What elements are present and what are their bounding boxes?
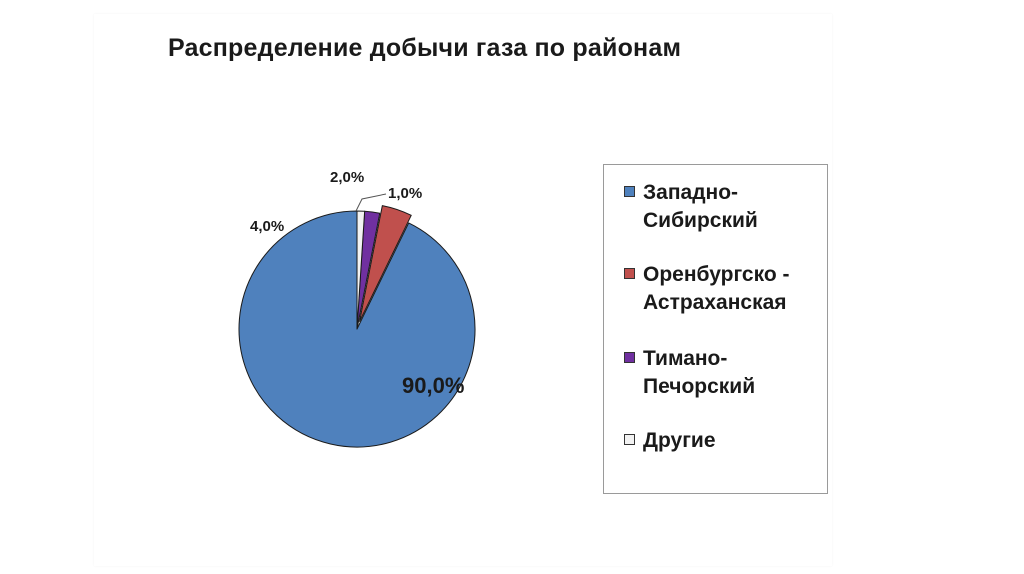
- legend-label: Западно-Сибирский: [643, 181, 758, 232]
- legend-item-timano-pechorsky: Тимано-Печорский: [624, 345, 783, 401]
- legend-label: Тимано-Печорский: [643, 347, 756, 398]
- legend-item-zapadno-sibirsky: Западно-Сибирский: [624, 179, 783, 235]
- legend-item-drugie: Другие: [624, 427, 823, 455]
- chart-legend: Западно-Сибирский Оренбургско - Астрахан…: [603, 164, 828, 494]
- legend-swatch: [624, 186, 635, 197]
- legend-label: Другие: [643, 429, 716, 452]
- pie-slice: [359, 205, 412, 322]
- data-label: 2,0%: [330, 169, 364, 186]
- legend-swatch: [624, 352, 635, 363]
- pie-slice: [356, 210, 366, 330]
- data-label: 90,0%: [402, 373, 464, 398]
- legend-swatch: [624, 268, 635, 279]
- legend-label: Оренбургско - Астраханская: [643, 263, 790, 314]
- chart-title: Распределение добычи газа по районам: [168, 34, 682, 62]
- data-label: 4,0%: [250, 218, 284, 235]
- data-label: 1,0%: [388, 185, 422, 202]
- legend-swatch: [624, 434, 635, 445]
- leader-line: [355, 193, 387, 212]
- legend-item-orenburgsko-astrakhanskaya: Оренбургско - Астраханская: [624, 261, 819, 317]
